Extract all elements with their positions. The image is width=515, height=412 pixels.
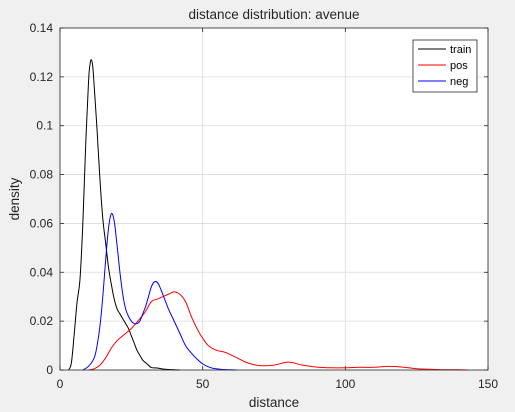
legend-label-neg: neg	[450, 76, 468, 88]
y-tick-label: 0.12	[30, 70, 54, 84]
series-line-train	[68, 59, 180, 371]
x-tick-label: 100	[335, 377, 355, 391]
series-lines	[68, 59, 469, 371]
y-tick-label: 0.02	[30, 314, 54, 328]
y-tick-label: 0.14	[30, 21, 54, 35]
legend-label-train: train	[450, 44, 471, 56]
x-tick-label: 50	[196, 377, 210, 391]
y-tick-label: 0.06	[30, 216, 54, 230]
y-tick-label: 0.04	[30, 265, 54, 279]
x-axis-label: distance	[249, 395, 299, 410]
legend: train pos neg	[412, 39, 478, 93]
plot-frame	[59, 27, 489, 371]
y-tick-label: 0	[46, 363, 53, 377]
y-tick-label: 0.1	[36, 119, 53, 133]
x-tick-label: 150	[478, 377, 498, 391]
series-line-neg	[82, 212, 237, 371]
ticks: 0 50 100 150 0 0.02 0.04 0.06 0.08 0.1 0.12 0.14	[30, 21, 499, 391]
series-line-pos	[88, 291, 469, 371]
legend-label-pos: pos	[450, 60, 468, 72]
y-axis-label: density	[7, 177, 22, 220]
x-tick-label: 0	[57, 377, 64, 391]
chart-title: distance distribution: avenue	[188, 7, 359, 22]
y-tick-label: 0.08	[30, 168, 54, 182]
